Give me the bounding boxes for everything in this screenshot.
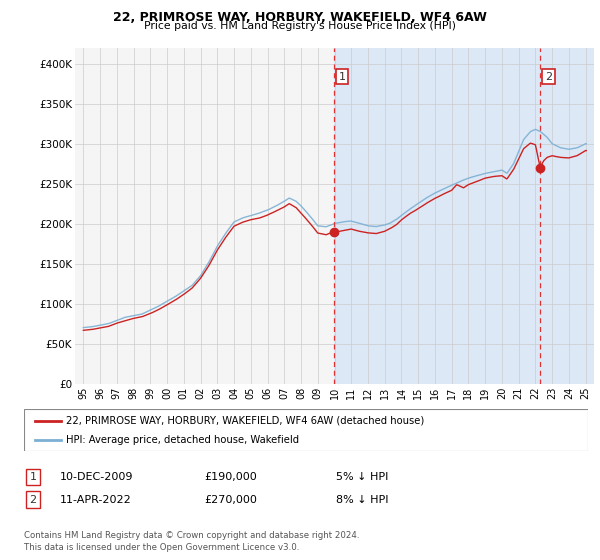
Text: 22, PRIMROSE WAY, HORBURY, WAKEFIELD, WF4 6AW: 22, PRIMROSE WAY, HORBURY, WAKEFIELD, WF… [113,11,487,24]
Text: 8% ↓ HPI: 8% ↓ HPI [336,494,389,505]
Text: 1: 1 [338,72,346,82]
Text: This data is licensed under the Open Government Licence v3.0.: This data is licensed under the Open Gov… [24,543,299,552]
Text: £190,000: £190,000 [204,472,257,482]
Text: £270,000: £270,000 [204,494,257,505]
Text: 5% ↓ HPI: 5% ↓ HPI [336,472,388,482]
Text: 2: 2 [545,72,552,82]
Text: Contains HM Land Registry data © Crown copyright and database right 2024.: Contains HM Land Registry data © Crown c… [24,531,359,540]
Text: Price paid vs. HM Land Registry's House Price Index (HPI): Price paid vs. HM Land Registry's House … [144,21,456,31]
Text: 1: 1 [29,472,37,482]
Text: 11-APR-2022: 11-APR-2022 [60,494,132,505]
Text: 2: 2 [29,494,37,505]
FancyBboxPatch shape [24,409,588,451]
Text: HPI: Average price, detached house, Wakefield: HPI: Average price, detached house, Wake… [66,435,299,445]
Text: 10-DEC-2009: 10-DEC-2009 [60,472,133,482]
Bar [334,48,594,384]
Text: 22, PRIMROSE WAY, HORBURY, WAKEFIELD, WF4 6AW (detached house): 22, PRIMROSE WAY, HORBURY, WAKEFIELD, WF… [66,416,425,426]
